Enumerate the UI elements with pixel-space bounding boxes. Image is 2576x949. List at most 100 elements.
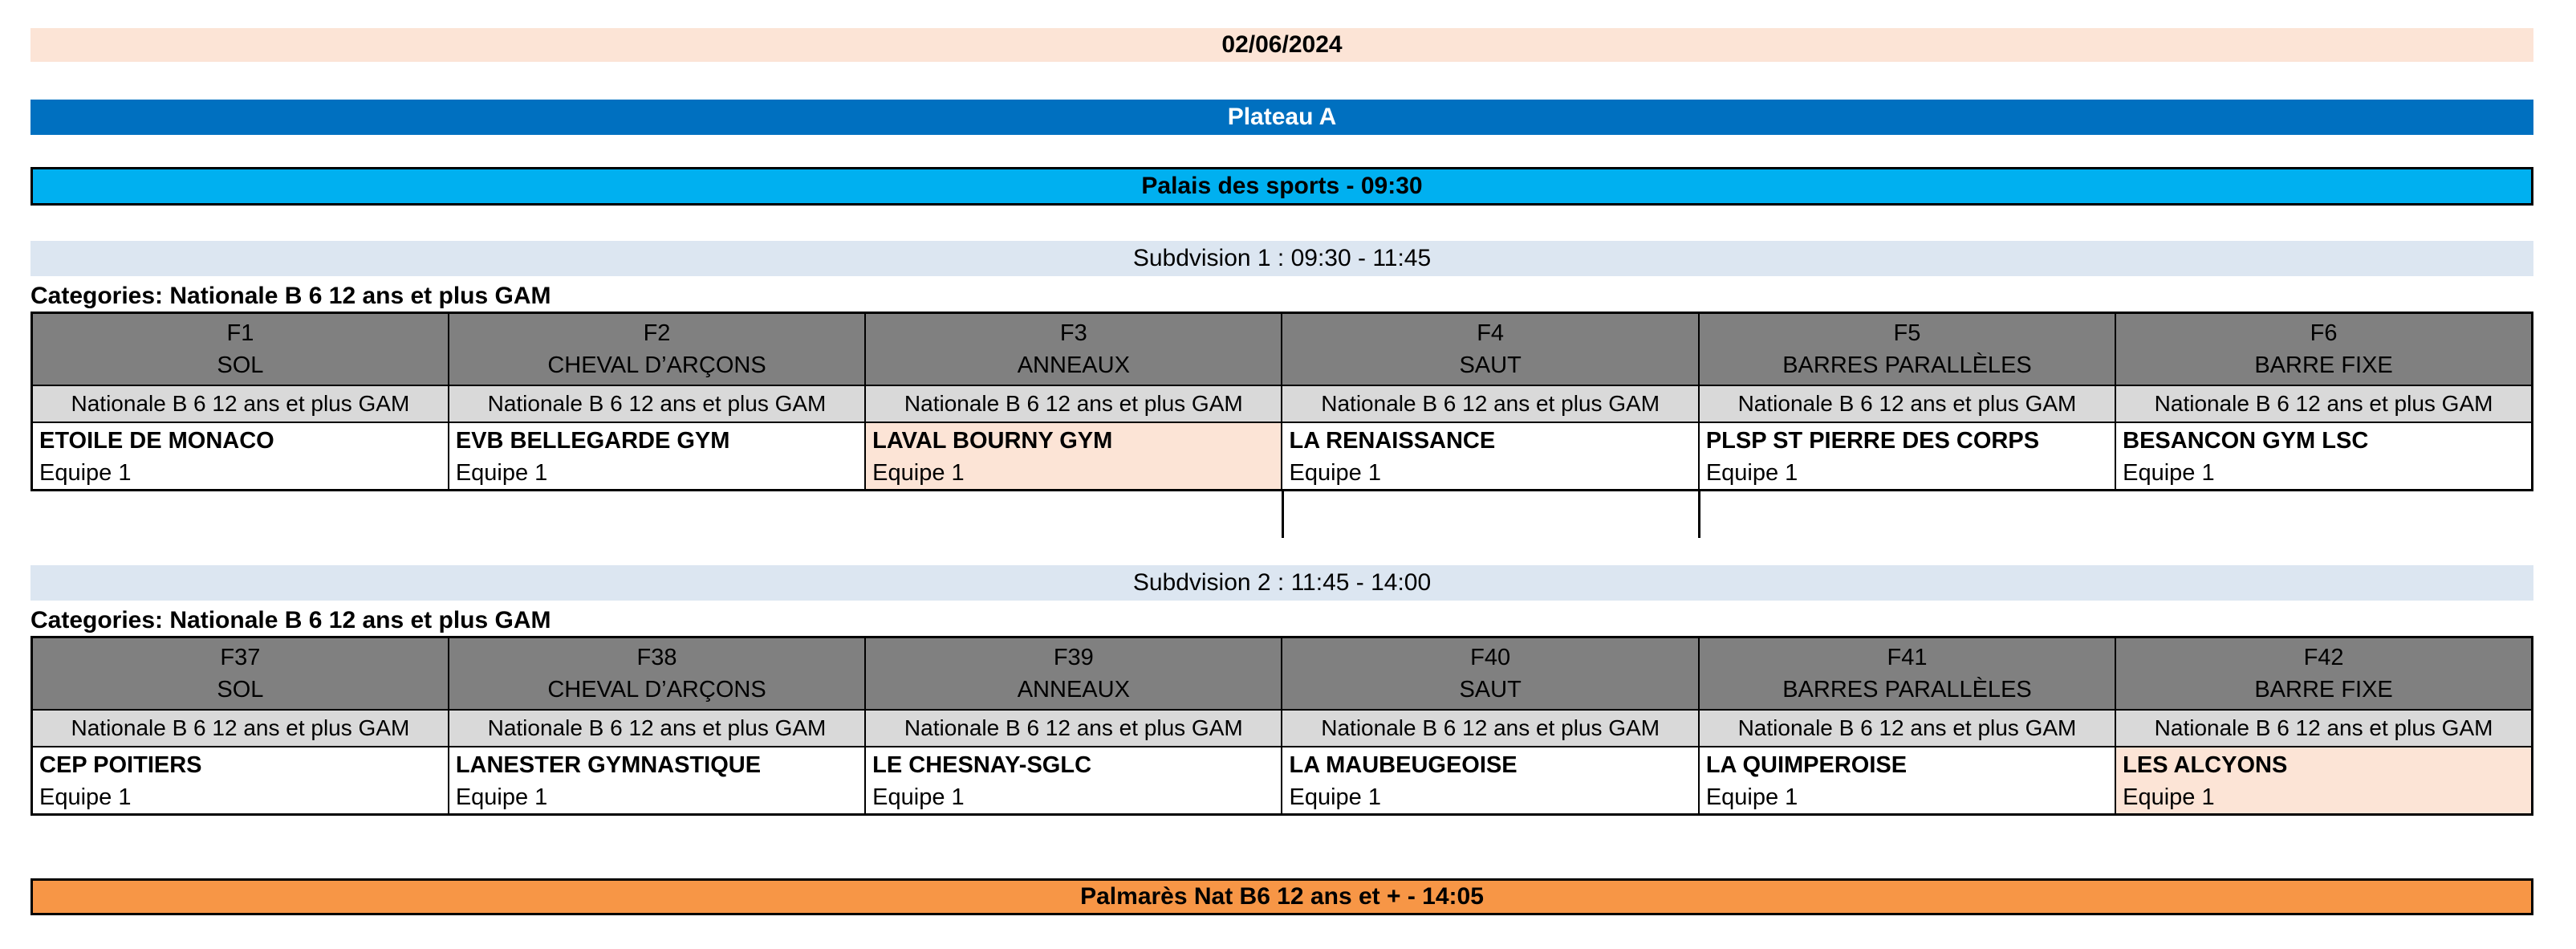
team-cell: EVB BELLEGARDE GYM Equipe 1 <box>447 422 867 491</box>
apparatus-label: SAUT <box>1459 352 1522 378</box>
plateau-banner: Plateau A <box>30 100 2533 135</box>
column-header: F3 ANNEAUX <box>864 312 1283 386</box>
column-header: F1 SOL <box>30 312 449 386</box>
apparatus-label: BARRES PARALLÈLES <box>1782 352 2032 378</box>
team-cell: ETOILE DE MONACO Equipe 1 <box>30 422 449 491</box>
team-cell: LA MAUBEUGEOISE Equipe 1 <box>1281 746 1700 816</box>
palmares-banner: Palmarès Nat B6 12 ans et + - 14:05 <box>30 878 2533 915</box>
squad-label: Equipe 1 <box>455 784 548 810</box>
table-header-row: F37 SOL F38 CHEVAL D’ARÇONS F39 ANNEAUX … <box>30 636 2533 711</box>
team-name: LA RENAISSANCE <box>1289 428 1496 454</box>
team-name: LES ALCYONS <box>2123 752 2288 778</box>
category-cell: Nationale B 6 12 ans et plus GAM <box>864 385 1283 423</box>
squad-label: Equipe 1 <box>1289 784 1381 810</box>
station-code: F5 <box>1893 320 1921 346</box>
squad-label: Equipe 1 <box>1705 784 1798 810</box>
subdivision-1-categories-label: Categories: Nationale B 6 12 ans et plus… <box>30 283 551 309</box>
squad-label: Equipe 1 <box>1705 460 1798 486</box>
team-cell: LAVAL BOURNY GYM Equipe 1 <box>864 422 1283 491</box>
station-code: F3 <box>1059 320 1087 346</box>
squad-label: Equipe 1 <box>2123 784 2215 810</box>
team-name: LA QUIMPEROISE <box>1705 752 1908 778</box>
category-cell: Nationale B 6 12 ans et plus GAM <box>2115 385 2533 423</box>
column-header: F39 ANNEAUX <box>864 636 1283 711</box>
team-cell: LES ALCYONS Equipe 1 <box>2115 746 2533 816</box>
station-code: F6 <box>2310 320 2338 346</box>
category-cell: Nationale B 6 12 ans et plus GAM <box>1697 709 2117 747</box>
category-row: Nationale B 6 12 ans et plus GAM Nationa… <box>30 709 2533 747</box>
team-cell: LE CHESNAY-SGLC Equipe 1 <box>864 746 1283 816</box>
subdivision-2-categories-label: Categories: Nationale B 6 12 ans et plus… <box>30 607 551 633</box>
apparatus-label: BARRE FIXE <box>2254 677 2393 703</box>
team-name: EVB BELLEGARDE GYM <box>455 428 730 454</box>
squad-label: Equipe 1 <box>455 460 548 486</box>
column-divider-stub <box>1281 491 1284 538</box>
team-name: LANESTER GYMNASTIQUE <box>455 752 762 778</box>
squad-label: Equipe 1 <box>872 784 965 810</box>
column-divider-stubs <box>30 491 2533 538</box>
team-name: CEP POITIERS <box>39 752 202 778</box>
apparatus-label: ANNEAUX <box>1017 352 1130 378</box>
category-cell: Nationale B 6 12 ans et plus GAM <box>447 385 867 423</box>
team-cell: BESANCON GYM LSC Equipe 1 <box>2115 422 2533 491</box>
subdivision-1-title: Subdvision 1 : 09:30 - 11:45 <box>30 241 2533 276</box>
squad-label: Equipe 1 <box>39 460 132 486</box>
station-code: F40 <box>1470 645 1511 670</box>
column-header: F42 BARRE FIXE <box>2115 636 2533 711</box>
station-code: F37 <box>220 645 261 670</box>
squad-label: Equipe 1 <box>1289 460 1381 486</box>
team-name: LAVAL BOURNY GYM <box>872 428 1113 454</box>
column-header: F6 BARRE FIXE <box>2115 312 2533 386</box>
station-code: F2 <box>643 320 671 346</box>
station-code: F1 <box>226 320 254 346</box>
category-cell: Nationale B 6 12 ans et plus GAM <box>447 709 867 747</box>
team-name: LE CHESNAY-SGLC <box>872 752 1092 778</box>
column-header: F37 SOL <box>30 636 449 711</box>
subdivision-1-schedule-table: F1 SOL F2 CHEVAL D’ARÇONS F3 ANNEAUX F4 … <box>30 312 2533 491</box>
station-code: F4 <box>1477 320 1505 346</box>
station-code: F38 <box>636 645 677 670</box>
apparatus-label: BARRES PARALLÈLES <box>1782 677 2032 703</box>
column-header: F4 SAUT <box>1281 312 1700 386</box>
team-row: CEP POITIERS Equipe 1 LANESTER GYMNASTIQ… <box>30 746 2533 816</box>
squad-label: Equipe 1 <box>39 784 132 810</box>
team-cell: LA QUIMPEROISE Equipe 1 <box>1697 746 2117 816</box>
subdivision-2-title: Subdvision 2 : 11:45 - 14:00 <box>30 565 2533 601</box>
date-banner: 02/06/2024 <box>30 28 2533 62</box>
category-cell: Nationale B 6 12 ans et plus GAM <box>1697 385 2117 423</box>
column-header: F41 BARRES PARALLÈLES <box>1697 636 2117 711</box>
squad-label: Equipe 1 <box>2123 460 2215 486</box>
apparatus-label: SOL <box>217 677 264 703</box>
apparatus-label: SAUT <box>1459 677 1522 703</box>
column-header: F40 SAUT <box>1281 636 1700 711</box>
station-code: F39 <box>1053 645 1094 670</box>
team-cell: CEP POITIERS Equipe 1 <box>30 746 449 816</box>
station-code: F42 <box>2303 645 2344 670</box>
team-row: ETOILE DE MONACO Equipe 1 EVB BELLEGARDE… <box>30 422 2533 491</box>
apparatus-label: ANNEAUX <box>1017 677 1130 703</box>
subdivision-2-schedule-table: F37 SOL F38 CHEVAL D’ARÇONS F39 ANNEAUX … <box>30 636 2533 816</box>
apparatus-label: SOL <box>217 352 264 378</box>
team-cell: LANESTER GYMNASTIQUE Equipe 1 <box>447 746 867 816</box>
team-cell: PLSP ST PIERRE DES CORPS Equipe 1 <box>1697 422 2117 491</box>
team-cell: LA RENAISSANCE Equipe 1 <box>1281 422 1700 491</box>
category-cell: Nationale B 6 12 ans et plus GAM <box>30 385 449 423</box>
category-cell: Nationale B 6 12 ans et plus GAM <box>1281 709 1700 747</box>
squad-label: Equipe 1 <box>872 460 965 486</box>
team-name: ETOILE DE MONACO <box>39 428 274 454</box>
team-name: PLSP ST PIERRE DES CORPS <box>1705 428 2040 454</box>
column-header: F5 BARRES PARALLÈLES <box>1697 312 2117 386</box>
category-cell: Nationale B 6 12 ans et plus GAM <box>2115 709 2533 747</box>
category-cell: Nationale B 6 12 ans et plus GAM <box>1281 385 1700 423</box>
column-header: F2 CHEVAL D’ARÇONS <box>447 312 867 386</box>
category-cell: Nationale B 6 12 ans et plus GAM <box>864 709 1283 747</box>
team-name: BESANCON GYM LSC <box>2123 428 2369 454</box>
category-row: Nationale B 6 12 ans et plus GAM Nationa… <box>30 385 2533 423</box>
category-cell: Nationale B 6 12 ans et plus GAM <box>30 709 449 747</box>
apparatus-label: CHEVAL D’ARÇONS <box>547 352 766 378</box>
team-name: LA MAUBEUGEOISE <box>1289 752 1518 778</box>
apparatus-label: CHEVAL D’ARÇONS <box>547 677 766 703</box>
station-code: F41 <box>1887 645 1928 670</box>
apparatus-label: BARRE FIXE <box>2254 352 2393 378</box>
